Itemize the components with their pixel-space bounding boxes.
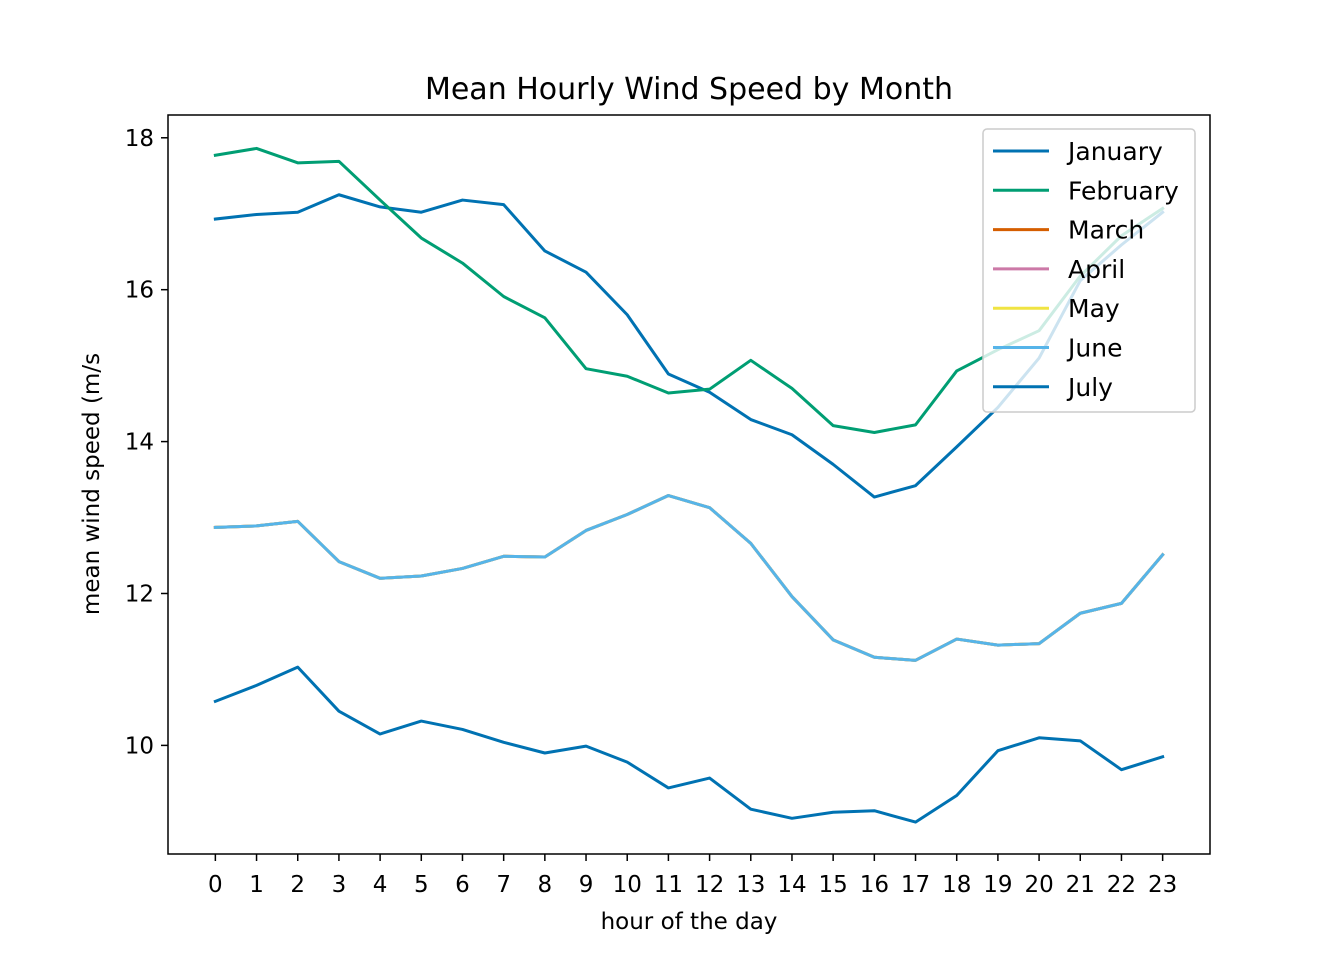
x-tick-label: 11	[654, 872, 683, 898]
y-tick-label: 12	[125, 581, 154, 607]
plot-lines	[213, 146, 1165, 824]
x-tick-label: 5	[414, 872, 429, 898]
x-tick-label: 17	[901, 872, 930, 898]
y-axis-ticks: 10 12 14 16 18	[125, 126, 168, 759]
legend: January February March April May June July	[982, 128, 1196, 413]
legend-label-july: July	[1066, 373, 1113, 402]
x-tick-label: 7	[496, 872, 511, 898]
y-tick-label: 18	[125, 126, 154, 152]
x-tick-label: 1	[249, 872, 264, 898]
x-tick-label: 19	[983, 872, 1012, 898]
x-tick-label: 0	[208, 872, 223, 898]
series-line-april	[213, 494, 1165, 662]
x-tick-label: 9	[579, 872, 594, 898]
legend-label-june: June	[1066, 334, 1122, 363]
y-axis-label: mean wind speed (m/s	[79, 353, 105, 615]
x-tick-label: 4	[373, 872, 388, 898]
x-tick-label: 23	[1148, 872, 1177, 898]
y-tick-label: 14	[125, 430, 154, 456]
y-tick-label: 10	[125, 733, 154, 759]
series-line-march	[213, 494, 1165, 662]
x-axis-label: hour of the day	[601, 909, 778, 935]
x-tick-label: 6	[455, 872, 470, 898]
x-tick-label: 15	[819, 872, 848, 898]
x-tick-label: 21	[1066, 872, 1095, 898]
x-tick-label: 10	[613, 872, 642, 898]
legend-label-march: March	[1068, 216, 1144, 245]
x-tick-label: 8	[538, 872, 553, 898]
series-line-july	[213, 665, 1165, 824]
x-tick-label: 13	[736, 872, 765, 898]
legend-label-april: April	[1068, 255, 1125, 284]
series-line-june	[213, 494, 1165, 662]
chart-title: Mean Hourly Wind Speed by Month	[425, 72, 953, 107]
legend-label-february: February	[1068, 176, 1179, 205]
legend-label-january: January	[1066, 137, 1163, 166]
x-tick-label: 14	[777, 872, 806, 898]
y-tick-label: 16	[125, 278, 154, 304]
plot-frame	[167, 114, 1211, 855]
x-tick-label: 16	[860, 872, 889, 898]
x-tick-label: 2	[290, 872, 305, 898]
series-line-may	[213, 494, 1165, 662]
legend-box	[982, 128, 1196, 413]
x-tick-label: 18	[942, 872, 971, 898]
legend-label-may: May	[1068, 294, 1120, 323]
x-tick-label: 20	[1024, 872, 1053, 898]
x-axis-ticks: 0 1 2 3 4 5 6 7 8 9 10 11 12 13 14 15 16 17 18 19 20 21 22 23	[208, 854, 1177, 898]
x-tick-label: 22	[1107, 872, 1136, 898]
x-tick-label: 3	[332, 872, 347, 898]
legend-items: January February March April May June July	[993, 137, 1179, 402]
x-tick-label: 12	[695, 872, 724, 898]
